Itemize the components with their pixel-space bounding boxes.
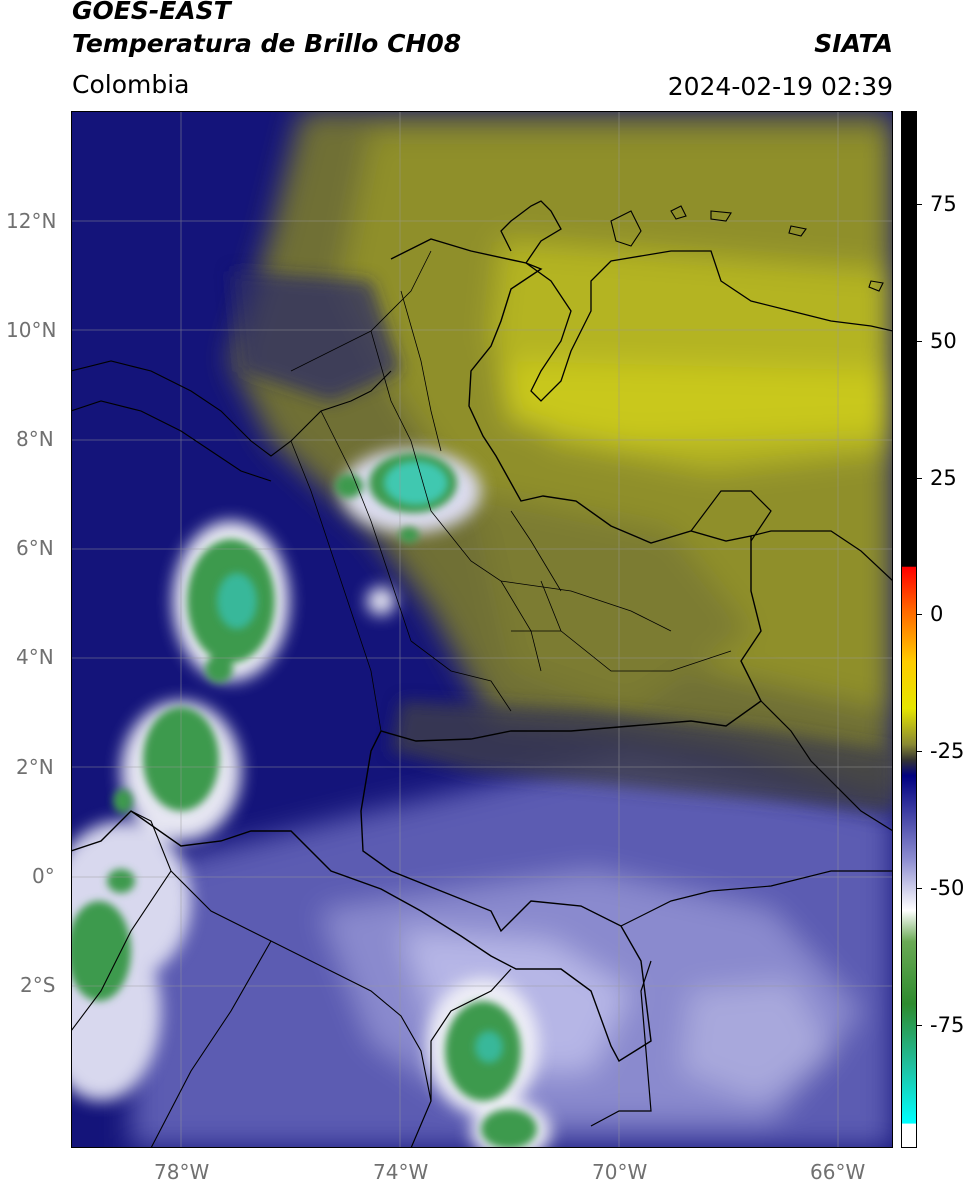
- colorbar-label-0: 0: [930, 602, 944, 626]
- lon-label-78w: 78°W: [154, 1160, 210, 1184]
- lat-label-6n: 6°N: [16, 536, 54, 560]
- colombia-border: [71, 238, 762, 1062]
- brightness-temperature-field: [71, 111, 893, 1148]
- temperature-colorbar: [901, 111, 917, 1148]
- timestamp-label: 2024-02-19 02:39: [667, 72, 893, 101]
- lat-label-8n: 8°N: [16, 427, 54, 451]
- colorbar-label-minus25: -25: [930, 739, 965, 763]
- lat-label-equator: 0°: [32, 864, 55, 888]
- colorbar-label-25: 25: [930, 466, 957, 490]
- lat-label-2n: 2°N: [16, 755, 54, 779]
- colorbar-label-minus75: -75: [930, 1013, 965, 1037]
- lat-label-12n: 12°N: [6, 209, 57, 233]
- satellite-map[interactable]: [71, 111, 893, 1148]
- lat-label-2s: 2°S: [20, 973, 56, 997]
- product-title: Temperatura de Brillo CH08: [72, 29, 462, 58]
- colorbar-label-minus50: -50: [930, 876, 965, 900]
- brand-label: SIATA: [814, 29, 893, 58]
- satellite-title: GOES-EAST: [72, 0, 231, 25]
- lon-label-66w: 66°W: [810, 1160, 866, 1184]
- lat-label-10n: 10°N: [6, 318, 57, 342]
- lat-label-4n: 4°N: [16, 645, 54, 669]
- colorbar-label-75: 75: [930, 192, 957, 216]
- lon-label-74w: 74°W: [373, 1160, 429, 1184]
- colorbar-label-50: 50: [930, 329, 957, 353]
- region-label: Colombia: [72, 70, 190, 99]
- lon-label-70w: 70°W: [592, 1160, 648, 1184]
